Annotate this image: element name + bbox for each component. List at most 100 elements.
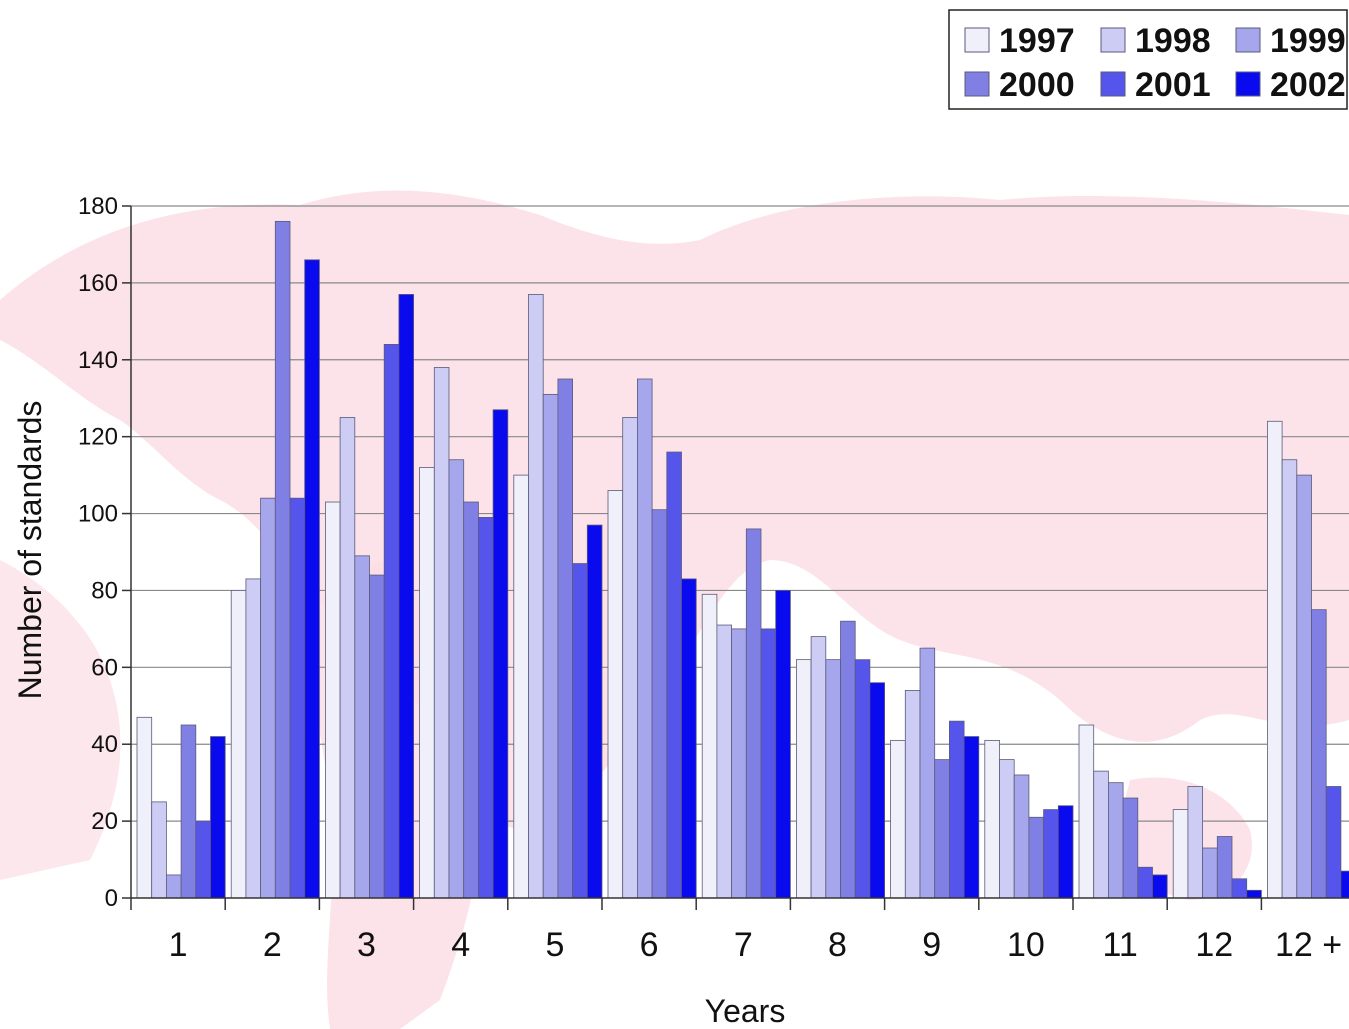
y-tick-label: 0 [105, 885, 118, 912]
legend-label-1998: 1998 [1135, 22, 1211, 60]
x-tick-label: 2 [263, 926, 282, 964]
bar-2001-4 [477, 517, 494, 899]
legend: 1997 1998 1999 2000 2001 2002 [948, 9, 1348, 110]
bar-1998-7 [716, 624, 733, 899]
bar-2001-5 [572, 563, 588, 899]
bar-1999-6 [637, 378, 653, 899]
bar-2002-12 [1246, 889, 1262, 899]
bar-2000-12 [1216, 836, 1233, 899]
bar-2002-3 [398, 294, 414, 899]
legend-swatch-1997 [964, 27, 990, 53]
y-tick-label: 180 [78, 193, 118, 220]
bar-2001-6 [666, 451, 682, 899]
bar-1998-6 [622, 417, 638, 899]
legend-label-2002: 2002 [1270, 66, 1346, 104]
x-axis-title: Years [705, 993, 786, 1029]
bar-2001-2 [289, 497, 306, 899]
y-tick-label: 100 [78, 501, 118, 528]
x-tick-label: 12 + [1275, 926, 1342, 964]
bar-1997-12+ [1267, 420, 1283, 899]
bar-1999-2 [260, 497, 276, 899]
y-axis-title: Number of standards [12, 401, 48, 700]
x-tick-label: 11 [1102, 926, 1137, 964]
bar-2001-3 [383, 343, 400, 899]
y-tick-label: 140 [78, 347, 118, 374]
bar-2002-9 [963, 736, 980, 899]
bar-1999-11 [1108, 782, 1124, 899]
bar-1998-3 [339, 417, 356, 899]
bar-2000-3 [369, 574, 385, 899]
bar-2002-12+ [1340, 870, 1349, 899]
bar-2001-12 [1231, 878, 1248, 899]
bar-2000-4 [463, 501, 479, 899]
bar-1999-8 [825, 659, 841, 899]
bar-1999-4 [448, 459, 465, 899]
x-tick-label: 8 [828, 926, 847, 964]
legend-label-1997: 1997 [999, 22, 1075, 60]
bar-1997-6 [607, 490, 624, 899]
bar-2002-5 [586, 524, 603, 899]
bar-2001-1 [195, 820, 211, 899]
bar-1997-4 [419, 467, 435, 899]
bar-1997-2 [230, 590, 247, 899]
legend-label-1999: 1999 [1270, 22, 1346, 60]
bar-1999-12 [1202, 847, 1218, 899]
legend-swatch-1998 [1100, 27, 1126, 53]
bar-1999-5 [542, 393, 559, 899]
y-tick-label: 20 [91, 808, 118, 835]
bar-2002-6 [681, 578, 697, 899]
bar-2001-12+ [1325, 786, 1342, 899]
bar-1997-12 [1172, 809, 1189, 899]
legend-label-2001: 2001 [1135, 66, 1211, 104]
legend-swatch-2000 [964, 71, 990, 97]
x-tick-label: 10 [1007, 926, 1045, 964]
bar-1998-12+ [1281, 459, 1298, 899]
bar-2001-10 [1043, 809, 1059, 899]
bar-2001-8 [854, 659, 871, 899]
bar-2002-8 [869, 682, 886, 899]
bar-2000-12+ [1311, 609, 1327, 899]
bar-1997-5 [513, 474, 529, 899]
bar-1997-11 [1078, 724, 1095, 899]
bar-2001-9 [949, 720, 965, 899]
bar-2002-4 [492, 409, 509, 899]
legend-swatch-2001 [1100, 71, 1126, 97]
bar-1999-7 [731, 628, 747, 899]
bar-2000-10 [1028, 816, 1045, 899]
x-tick-label: 5 [545, 926, 564, 964]
x-tick-label: 1 [169, 926, 188, 964]
legend-label-2000: 2000 [999, 66, 1075, 104]
bar-2001-7 [760, 628, 777, 899]
bar-1998-1 [151, 801, 167, 899]
y-tick-label: 160 [78, 270, 118, 297]
bar-1998-2 [245, 578, 261, 899]
bar-1998-11 [1093, 770, 1109, 899]
bar-2000-11 [1122, 797, 1139, 899]
bar-1997-8 [796, 659, 812, 899]
bar-2002-11 [1152, 874, 1168, 899]
x-tick-label: 7 [734, 926, 753, 964]
bar-1999-9 [919, 647, 936, 899]
bar-2002-10 [1057, 805, 1074, 899]
x-tick-label: 12 [1195, 926, 1233, 964]
bar-2002-1 [210, 736, 226, 899]
bar-2000-6 [651, 509, 668, 899]
y-tick-label: 80 [91, 577, 118, 604]
bar-1998-12 [1187, 786, 1204, 899]
legend-box [948, 9, 1348, 110]
legend-swatch-2002 [1235, 71, 1261, 97]
bar-1997-7 [701, 593, 718, 899]
bar-1999-1 [165, 874, 182, 899]
y-tick-label: 60 [91, 654, 118, 681]
bar-1999-10 [1013, 774, 1030, 899]
bar-2002-2 [304, 259, 320, 899]
axes [122, 205, 1349, 910]
bar-1998-8 [810, 636, 827, 899]
bar-1998-5 [528, 294, 544, 899]
x-tick-label: 6 [640, 926, 659, 964]
y-tick-label: 120 [78, 424, 118, 451]
y-tick-label: 40 [91, 731, 118, 758]
bar-2000-1 [180, 724, 197, 899]
